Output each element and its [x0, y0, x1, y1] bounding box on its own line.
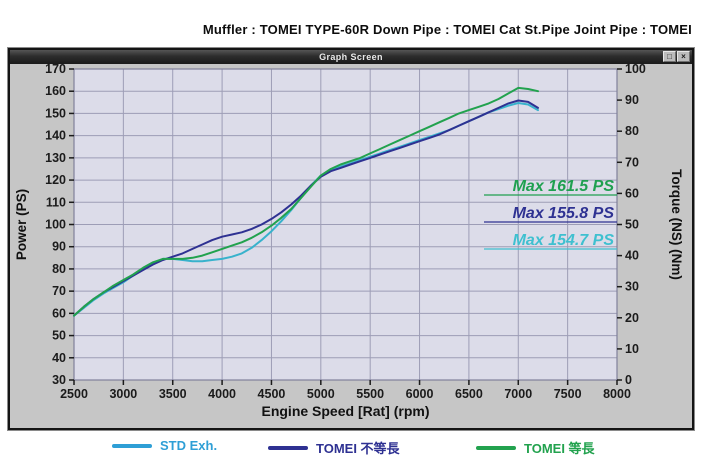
svg-text:50: 50 — [52, 329, 66, 343]
graph-window: Graph Screen □ × 30 40 50 60 70 80 90 100 110 120… — [8, 48, 694, 430]
series-line-1 — [73, 99, 539, 317]
legend-swatch-icon — [476, 445, 516, 450]
svg-text:120: 120 — [45, 173, 66, 187]
axis-ticks — [69, 68, 622, 385]
svg-text:10: 10 — [625, 342, 639, 356]
svg-text:50: 50 — [625, 218, 639, 232]
svg-text:130: 130 — [45, 151, 66, 165]
svg-text:80: 80 — [52, 262, 66, 276]
page-title: Muffler : TOMEI TYPE-60R Down Pipe : TOM… — [202, 22, 692, 37]
svg-text:5000: 5000 — [307, 387, 335, 401]
svg-text:30: 30 — [625, 280, 639, 294]
chart-legend: STD Exh. TOMEI 不等長 TOMEI 等長 — [0, 438, 702, 462]
svg-text:6500: 6500 — [455, 387, 483, 401]
y-axis-label-torque: Torque (NS) (Nm) — [669, 169, 684, 280]
svg-text:60: 60 — [52, 306, 66, 320]
dyno-chart: 30 40 50 60 70 80 90 100 110 120 130 140 150 160 170 0 1… — [14, 62, 684, 419]
y-axis-label-power: Power (PS) — [14, 189, 29, 260]
svg-text:5500: 5500 — [356, 387, 384, 401]
window-title: Graph Screen — [319, 52, 383, 62]
legend-item-1: TOMEI 不等長 — [268, 438, 400, 457]
svg-text:90: 90 — [625, 93, 639, 107]
window-titlebar[interactable]: Graph Screen □ × — [10, 50, 692, 64]
svg-text:7000: 7000 — [504, 387, 532, 401]
svg-text:170: 170 — [45, 64, 66, 76]
series-line-2 — [73, 86, 539, 317]
svg-text:90: 90 — [52, 240, 66, 254]
svg-text:8000: 8000 — [603, 387, 631, 401]
legend-item-2: TOMEI 等長 — [476, 438, 595, 457]
max-annotation-1: Max 155.8 PS — [513, 205, 615, 222]
svg-text:6000: 6000 — [406, 387, 434, 401]
svg-text:100: 100 — [45, 218, 66, 232]
legend-label: TOMEI 等長 — [524, 441, 595, 456]
svg-text:100: 100 — [625, 64, 646, 76]
svg-text:80: 80 — [625, 124, 639, 138]
svg-text:40: 40 — [52, 351, 66, 365]
svg-text:4000: 4000 — [208, 387, 236, 401]
max-annotation-2: Max 154.7 PS — [513, 232, 615, 249]
svg-text:2500: 2500 — [60, 387, 88, 401]
svg-text:160: 160 — [45, 84, 66, 98]
svg-text:110: 110 — [46, 195, 66, 209]
legend-label: TOMEI 不等長 — [316, 441, 400, 456]
svg-text:140: 140 — [45, 129, 66, 143]
svg-text:70: 70 — [52, 284, 66, 298]
axis-tick-labels: 30 40 50 60 70 80 90 100 110 120 130 140 150 160 170 0 1… — [45, 62, 646, 401]
svg-text:30: 30 — [52, 373, 66, 387]
restore-icon[interactable]: □ — [663, 51, 676, 62]
window-content: 30 40 50 60 70 80 90 100 110 120 130 140 150 160 170 0 1… — [10, 62, 692, 426]
svg-text:70: 70 — [625, 155, 639, 169]
svg-text:7500: 7500 — [554, 387, 582, 401]
svg-text:3500: 3500 — [159, 387, 187, 401]
svg-text:0: 0 — [625, 373, 632, 387]
svg-text:20: 20 — [625, 311, 639, 325]
svg-text:40: 40 — [625, 249, 639, 263]
svg-text:60: 60 — [625, 186, 639, 200]
svg-text:3000: 3000 — [109, 387, 137, 401]
close-icon[interactable]: × — [677, 51, 690, 62]
svg-text:4500: 4500 — [258, 387, 286, 401]
legend-label: STD Exh. — [160, 438, 218, 453]
max-annotation-0: Max 161.5 PS — [513, 178, 615, 195]
x-axis-label: Engine Speed [Rat] (rpm) — [261, 403, 429, 419]
legend-swatch-icon — [268, 445, 308, 450]
legend-swatch-icon — [112, 443, 152, 448]
legend-item-0: STD Exh. — [112, 438, 217, 453]
svg-text:150: 150 — [45, 106, 66, 120]
